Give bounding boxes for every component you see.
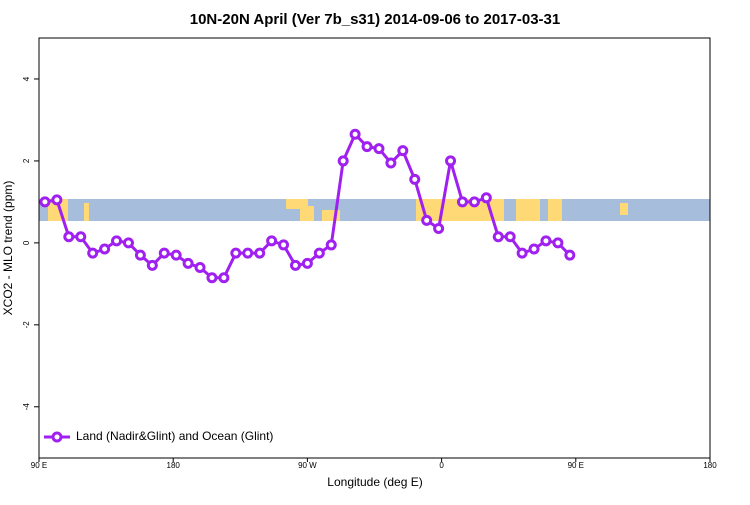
point <box>492 231 504 243</box>
y-tick-label: 4 <box>22 76 31 81</box>
point <box>75 231 87 243</box>
point <box>218 272 230 284</box>
point <box>51 194 63 206</box>
point <box>63 231 75 243</box>
point <box>540 235 552 247</box>
point <box>385 157 397 169</box>
point <box>99 243 111 255</box>
point <box>456 196 468 208</box>
point <box>349 128 361 140</box>
point <box>254 247 266 259</box>
point <box>528 243 540 255</box>
point <box>468 196 480 208</box>
point <box>242 247 254 259</box>
point <box>182 257 194 269</box>
point <box>409 173 421 185</box>
chart-title: 10N-20N April (Ver 7b_s31) 2014-09-06 to… <box>190 11 560 28</box>
point <box>146 259 158 271</box>
point <box>516 247 528 259</box>
x-tick-label: 90 E <box>31 461 47 470</box>
legend-marker <box>51 431 63 443</box>
point <box>373 143 385 155</box>
point <box>158 247 170 259</box>
point <box>122 237 134 249</box>
point <box>230 247 242 259</box>
point <box>397 145 409 157</box>
x-axis-label: Longitude (deg E) <box>327 475 422 489</box>
point <box>301 257 313 269</box>
x-tick-label: 0 <box>439 461 444 470</box>
point <box>194 261 206 273</box>
point <box>266 235 278 247</box>
x-tick-label: 180 <box>703 461 717 470</box>
point <box>134 249 146 261</box>
point <box>39 196 51 208</box>
y-tick-label: -2 <box>22 321 31 329</box>
point <box>504 231 516 243</box>
point <box>445 155 457 167</box>
x-tick-label: 90 E <box>568 461 584 470</box>
point <box>170 249 182 261</box>
point <box>325 239 337 251</box>
y-tick-label: 2 <box>22 158 31 163</box>
point <box>206 272 218 284</box>
point <box>289 259 301 271</box>
y-tick-label: 0 <box>22 240 31 245</box>
y-axis-label: XCO2 - MLO trend (ppm) <box>1 181 15 316</box>
point <box>361 141 373 153</box>
point <box>552 237 564 249</box>
point <box>278 239 290 251</box>
plot-frame <box>38 37 711 459</box>
point <box>337 155 349 167</box>
x-tick-label: 180 <box>167 461 181 470</box>
point <box>433 223 445 235</box>
y-tick-label: -4 <box>22 403 31 411</box>
point <box>111 235 123 247</box>
point <box>480 192 492 204</box>
point <box>564 249 576 261</box>
point <box>313 247 325 259</box>
point <box>87 247 99 259</box>
legend-label: Land (Nadir&Glint) and Ocean (Glint) <box>76 429 273 443</box>
x-tick-label: 90 W <box>298 461 317 470</box>
point <box>421 214 433 226</box>
land-mask-band <box>39 199 710 221</box>
